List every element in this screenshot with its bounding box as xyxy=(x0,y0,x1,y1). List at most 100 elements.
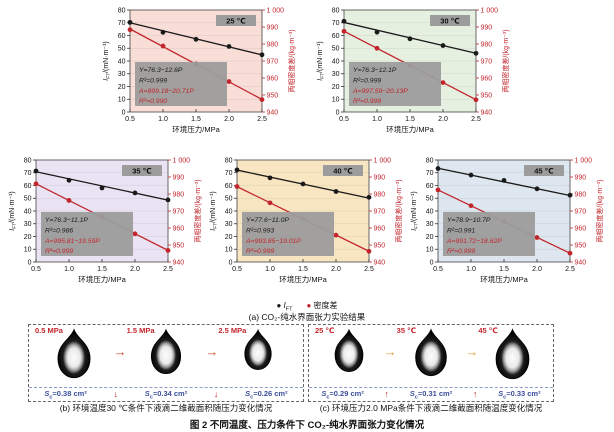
svg-text:40: 40 xyxy=(24,208,32,215)
data-point xyxy=(534,235,540,240)
condition-label: 35 ℃ xyxy=(396,326,417,335)
droplet-photo xyxy=(150,328,182,375)
temp-label-box xyxy=(430,15,470,26)
y-axis-label-right: 两相密度差/(kg·m⁻³) xyxy=(287,29,296,92)
temp-label: 30 ℃ xyxy=(440,16,460,25)
data-point xyxy=(366,248,372,254)
temp-label-box xyxy=(122,165,162,176)
svg-text:2.5: 2.5 xyxy=(257,116,267,123)
data-point xyxy=(267,175,273,181)
svg-text:990: 990 xyxy=(481,24,493,31)
fit-annotation-box xyxy=(443,212,535,256)
svg-text:70: 70 xyxy=(24,170,32,177)
chart-row-bottom: 0 10 20 30 40 50 60 70 80 940 950 960 970 980 990 1 000… xyxy=(0,150,614,300)
area-label: Sc=0.38 cm² xyxy=(44,388,87,401)
chart-row-top: 0 10 20 30 40 50 60 70 80 940 950 960 970 980 990 1 000… xyxy=(0,0,614,150)
data-point xyxy=(366,194,372,200)
chart-45c: 0 10 20 30 40 50 60 70 80 940 950 960 970 980 990 1 000… xyxy=(408,150,608,300)
temp-label: 40 ℃ xyxy=(333,166,353,175)
data-point xyxy=(341,18,347,24)
area-row: Sc=0.29 cm² ↑ Sc=0.31 cm² ↑ Sc=0.33 cm² xyxy=(309,386,553,402)
trend-arrow-icon: ↑ xyxy=(384,389,390,400)
svg-text:990: 990 xyxy=(575,174,587,181)
data-point xyxy=(33,181,39,187)
svg-text:1.0: 1.0 xyxy=(158,116,168,123)
data-point xyxy=(341,28,347,34)
data-point xyxy=(300,181,306,187)
fit-annotation-line: R²=0.993 xyxy=(246,227,274,234)
data-point xyxy=(127,27,133,33)
svg-text:0: 0 xyxy=(229,259,233,266)
svg-text:0: 0 xyxy=(122,109,126,116)
fit-annotation-line: R²=0.999 xyxy=(353,77,381,84)
svg-text:1.5: 1.5 xyxy=(191,116,201,123)
svg-text:1 000: 1 000 xyxy=(374,157,392,164)
svg-text:10: 10 xyxy=(118,97,126,104)
legend-item: ● 密度差 xyxy=(306,301,338,310)
droplet-photo xyxy=(495,328,530,380)
fit-annotation-line: R²=0.991 xyxy=(447,227,475,234)
fit-annotation-line: R²=0.999 xyxy=(139,77,167,84)
fit-annotation-line: R²=0.999 xyxy=(353,98,381,105)
data-point xyxy=(435,166,441,171)
fit-annotation-line: A=997.59−20.13P xyxy=(352,88,408,95)
svg-text:980: 980 xyxy=(374,191,386,198)
svg-text:10: 10 xyxy=(225,247,233,254)
data-point xyxy=(160,43,166,49)
condition-label: 45 ℃ xyxy=(478,326,498,335)
svg-text:960: 960 xyxy=(173,225,185,232)
x-axis-label: 环境压力/MPa xyxy=(78,274,126,284)
fit-annotation-line: A=995.81−19.59P xyxy=(44,238,100,245)
condition-label: 1.5 MPa xyxy=(126,326,155,335)
data-point xyxy=(473,50,479,56)
svg-text:60: 60 xyxy=(24,183,32,190)
svg-text:0: 0 xyxy=(336,109,340,116)
y-axis-label-left: IFT/(mN·m⁻¹) xyxy=(210,191,219,231)
svg-text:1.5: 1.5 xyxy=(499,266,509,273)
svg-text:0: 0 xyxy=(28,259,32,266)
data-point xyxy=(234,184,240,189)
svg-text:940: 940 xyxy=(267,109,279,116)
data-point xyxy=(333,189,339,194)
svg-text:1.0: 1.0 xyxy=(372,116,382,123)
svg-text:950: 950 xyxy=(575,242,587,249)
svg-text:1 000: 1 000 xyxy=(481,7,499,14)
svg-text:30: 30 xyxy=(332,71,340,78)
x-axis-label: 环境压力/MPa xyxy=(480,274,528,284)
y-axis-label-right: 两相密度差/(kg·m⁻³) xyxy=(501,29,510,92)
trend-arrow-icon: ↑ xyxy=(472,389,478,400)
y-axis-label-right: 两相密度差/(kg·m⁻³) xyxy=(595,179,604,242)
chart-40c: 0 10 20 30 40 50 60 70 80 940 950 960 970 980 990 1 000… xyxy=(207,150,407,300)
svg-text:970: 970 xyxy=(374,208,386,215)
svg-text:70: 70 xyxy=(225,170,233,177)
data-point xyxy=(132,231,138,237)
svg-text:80: 80 xyxy=(332,7,340,14)
chart-30c: 0 10 20 30 40 50 60 70 80 940 950 960 970 980 990 1 000… xyxy=(314,0,514,150)
area-label: Sc=0.26 cm² xyxy=(245,388,288,401)
droplet-cell: 25 ℃ xyxy=(315,326,384,376)
svg-text:20: 20 xyxy=(332,84,340,91)
svg-text:1 000: 1 000 xyxy=(267,7,285,14)
svg-text:60: 60 xyxy=(225,183,233,190)
data-point xyxy=(374,29,380,35)
fit-annotation-line: Y=76.3−12.1P xyxy=(353,67,397,74)
temp-label: 45 ℃ xyxy=(534,166,554,175)
arrow-right-icon: → xyxy=(465,343,479,359)
area-label: Sc=0.29 cm² xyxy=(321,388,364,401)
svg-text:950: 950 xyxy=(481,92,493,99)
data-point xyxy=(66,177,72,183)
svg-text:70: 70 xyxy=(426,170,434,177)
svg-text:2.0: 2.0 xyxy=(331,266,341,273)
chart-svg: 0 10 20 30 40 50 60 70 80 940 950 960 970 980 990 1 000… xyxy=(210,157,403,284)
droplet-cell: 0.5 MPa xyxy=(35,326,114,382)
droplet-row: 0.5 MPa → 1.5 MPa → 2.5 MPa xyxy=(29,325,303,387)
svg-text:50: 50 xyxy=(332,46,340,53)
svg-text:960: 960 xyxy=(374,225,386,232)
svg-text:10: 10 xyxy=(24,247,32,254)
temp-label: 35 ℃ xyxy=(132,166,152,175)
svg-text:50: 50 xyxy=(426,196,434,203)
svg-text:10: 10 xyxy=(332,97,340,104)
fit-annotation-line: Y=76.3−12.6P xyxy=(139,67,183,74)
svg-text:50: 50 xyxy=(118,46,126,53)
